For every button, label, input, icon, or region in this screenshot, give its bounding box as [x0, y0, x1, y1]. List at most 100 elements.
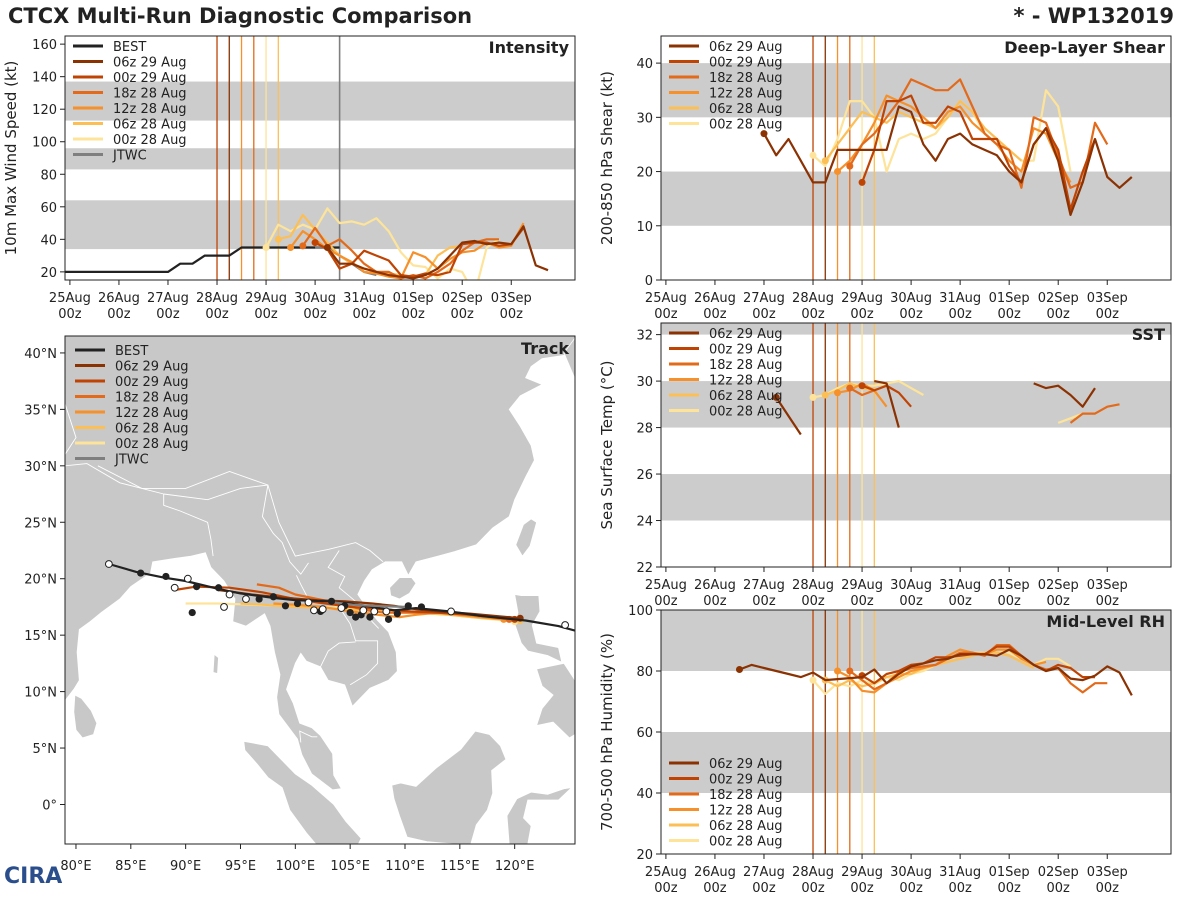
rh-xtick-label: 29Aug [841, 865, 883, 880]
rh-xtick-label: 27Aug [743, 865, 785, 880]
shear-ytick-label: 20 [636, 166, 653, 181]
sst-series-4 [824, 382, 875, 397]
page-title: CTCX Multi-Run Diagnostic Comparison [8, 4, 473, 28]
sst-init-dot-2 [846, 384, 854, 392]
sst-ylabel: Sea Surface Temp (°C) [598, 360, 616, 529]
rh-legend-label: 00z 29 Aug [709, 773, 783, 788]
intensity-xtick-sub: 00z [500, 307, 524, 322]
sst-init-dot-1 [858, 382, 866, 390]
intensity-ylabel: 10m Max Wind Speed (kt) [2, 61, 20, 256]
sst-ytick-label: 32 [636, 329, 653, 344]
track-best-point-filled [404, 602, 412, 610]
country-border-8 [97, 465, 269, 489]
track-legend-label: 06z 29 Aug [115, 360, 189, 375]
borneo [391, 730, 507, 844]
shear-xtick-sub: 00z [1096, 307, 1120, 322]
rh-ytick-label: 40 [636, 787, 653, 802]
sst-xtick-label: 03Sep [1087, 578, 1128, 593]
rh-legend-label: 00z 28 Aug [709, 835, 783, 850]
country-border-0 [163, 484, 384, 563]
intensity-legend-label: 06z 28 Aug [113, 118, 187, 133]
shear-xtick-label: 26Aug [694, 291, 736, 306]
track-ytick-label: 35°N [24, 403, 57, 418]
shear-xtick-label: 02Sep [1038, 291, 1079, 306]
sst-xtick-label: 28Aug [792, 578, 834, 593]
sst-series-0-b [1033, 382, 1096, 408]
track-best-point-open [242, 595, 250, 603]
sst-init-dot-0 [772, 393, 780, 401]
shear-init-dot-0 [760, 130, 768, 138]
intensity-panel: 2040608010012014016025Aug00z26Aug00z27Au… [2, 35, 576, 322]
rh-legend-label: 06z 29 Aug [709, 757, 783, 772]
sst-legend-label: 18z 28 Aug [709, 358, 783, 373]
shear-ytick-label: 10 [636, 220, 653, 235]
intensity-xtick-sub: 00z [303, 307, 327, 322]
track-best-point-filled [384, 615, 393, 623]
sst-ytick-label: 26 [636, 468, 653, 483]
intensity-legend-label: 18z 28 Aug [113, 87, 187, 102]
shear-series-2 [848, 78, 1109, 189]
track-best-point-open [359, 606, 368, 615]
shear-ytick-label: 0 [645, 274, 653, 289]
intensity-xtick-sub: 00z [58, 307, 82, 322]
philippines-south [536, 662, 575, 739]
rh-xtick-label: 03Sep [1087, 865, 1128, 880]
intensity-xtick-label: 02Sep [442, 291, 483, 306]
cira-logo: CIRA [4, 864, 63, 889]
intensity-legend-label: 06z 29 Aug [113, 56, 187, 71]
sst-legend-label: 06z 28 Aug [709, 389, 783, 404]
intensity-series-layer [65, 207, 549, 280]
track-best-point-open [183, 574, 192, 583]
shear-xtick-label: 28Aug [792, 291, 834, 306]
track-best-point-filled [188, 608, 196, 617]
track-best-point-open [310, 606, 318, 615]
intensity-xtick-sub: 00z [352, 307, 376, 322]
intensity-xtick-sub: 00z [254, 307, 278, 322]
rh-xtick-sub: 00z [654, 881, 678, 896]
shear-series-1 [861, 94, 1097, 211]
intensity-band-1 [65, 148, 575, 170]
intensity-ytick-label: 60 [40, 201, 57, 216]
track-best-point-filled [366, 613, 374, 621]
shear-xtick-sub: 00z [752, 307, 776, 322]
hainan [389, 577, 417, 600]
shear-xtick-sub: 00z [948, 307, 972, 322]
sst-series-2 [849, 387, 875, 397]
sst-ytick-label: 30 [636, 375, 653, 390]
sst-xtick-sub: 00z [1096, 594, 1120, 609]
rh-ytick-label: 100 [628, 604, 653, 619]
intensity-ytick-label: 160 [32, 38, 57, 53]
shear-legend-label: 06z 29 Aug [709, 40, 783, 55]
rh-series-0 [739, 648, 1133, 696]
sst-series-0 [775, 396, 802, 436]
shear-title: Deep-Layer Shear [1004, 38, 1165, 57]
sst-frame [660, 322, 1172, 568]
shear-ylabel: 200-850 hPa Shear (kt) [598, 71, 616, 245]
intensity-init-dot-3 [287, 243, 295, 251]
track-legend-label: 00z 28 Aug [115, 437, 189, 452]
track-legend-label: 06z 28 Aug [115, 422, 189, 437]
track-best-point-open [104, 560, 113, 568]
intensity-xtick-sub: 00z [451, 307, 475, 322]
korea [563, 337, 575, 381]
sst-series-layer [772, 380, 1120, 436]
country-border-3 [320, 641, 356, 667]
track-ytick-label: 20°N [24, 573, 57, 588]
track-series-1 [174, 585, 515, 621]
sst-band-2 [661, 323, 1171, 335]
track-best-point-filled [327, 597, 336, 605]
country-border-5 [163, 494, 214, 557]
track-best-point-open [220, 603, 228, 611]
shear-init-dot-5 [809, 151, 817, 159]
intensity-xtick-label: 29Aug [245, 291, 287, 306]
intensity-xtick-label: 27Aug [147, 291, 189, 306]
intensity-ytick-label: 120 [32, 103, 57, 118]
sst-xtick-sub: 00z [801, 594, 825, 609]
rh-xtick-sub: 00z [899, 881, 923, 896]
intensity-legend-label: BEST [113, 40, 146, 55]
intensity-best-line [65, 246, 340, 273]
intensity-init-dot-0 [323, 243, 331, 251]
taiwan [515, 518, 538, 557]
sst-xtick-label: 26Aug [694, 578, 736, 593]
